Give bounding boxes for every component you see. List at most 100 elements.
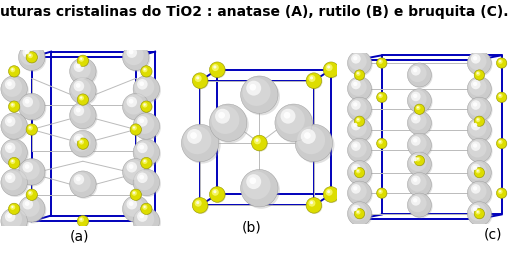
Circle shape [2, 77, 29, 103]
Circle shape [351, 121, 361, 130]
Circle shape [498, 140, 503, 144]
Circle shape [71, 132, 98, 158]
Circle shape [134, 140, 161, 167]
Circle shape [20, 197, 47, 223]
Circle shape [357, 118, 359, 120]
Circle shape [277, 106, 305, 134]
Circle shape [356, 169, 361, 173]
Circle shape [195, 75, 202, 82]
Circle shape [355, 117, 365, 127]
Circle shape [471, 164, 480, 173]
Circle shape [143, 67, 148, 72]
Circle shape [137, 172, 148, 183]
Circle shape [474, 70, 484, 80]
Circle shape [474, 116, 484, 126]
Text: (a): (a) [69, 230, 89, 244]
Circle shape [71, 79, 98, 105]
Circle shape [18, 159, 45, 185]
Circle shape [20, 160, 40, 180]
Circle shape [210, 187, 225, 202]
Circle shape [407, 63, 431, 87]
Circle shape [20, 160, 47, 186]
Circle shape [497, 58, 507, 68]
Circle shape [78, 139, 89, 150]
Circle shape [409, 174, 427, 192]
Circle shape [497, 92, 507, 102]
Circle shape [349, 98, 373, 122]
Circle shape [477, 170, 479, 172]
Circle shape [141, 102, 152, 113]
Circle shape [214, 190, 217, 193]
Circle shape [20, 197, 40, 217]
Circle shape [414, 104, 425, 114]
Circle shape [347, 161, 371, 185]
Circle shape [20, 45, 47, 72]
Circle shape [309, 75, 315, 82]
Circle shape [196, 76, 199, 80]
Circle shape [498, 59, 503, 64]
Circle shape [181, 124, 219, 162]
Circle shape [476, 71, 480, 76]
Circle shape [123, 93, 149, 120]
Circle shape [141, 158, 152, 169]
Circle shape [355, 209, 365, 219]
Circle shape [137, 211, 148, 222]
Circle shape [414, 155, 425, 166]
Circle shape [123, 196, 149, 222]
Circle shape [80, 140, 82, 143]
Circle shape [5, 211, 15, 222]
Circle shape [377, 92, 387, 102]
Circle shape [243, 171, 280, 209]
Circle shape [469, 140, 493, 164]
Circle shape [469, 78, 493, 102]
Circle shape [351, 54, 361, 64]
Circle shape [353, 186, 358, 190]
Circle shape [140, 81, 144, 86]
Circle shape [347, 51, 371, 75]
Circle shape [27, 52, 38, 63]
Circle shape [137, 116, 148, 127]
Text: (c): (c) [484, 227, 502, 241]
Circle shape [141, 203, 152, 214]
Circle shape [77, 138, 88, 149]
Circle shape [254, 137, 261, 144]
Circle shape [218, 112, 225, 119]
Circle shape [324, 188, 340, 203]
Circle shape [416, 157, 421, 161]
Circle shape [127, 97, 137, 107]
Circle shape [210, 63, 226, 78]
Circle shape [497, 189, 507, 199]
Text: uturas cristalinas do TiO2 : anatase (A), rutilo (B) e bruquita (C).: uturas cristalinas do TiO2 : anatase (A)… [0, 5, 508, 19]
Circle shape [469, 98, 493, 122]
Circle shape [134, 209, 154, 229]
Circle shape [409, 153, 433, 177]
Circle shape [377, 58, 387, 69]
Circle shape [79, 139, 84, 144]
Circle shape [77, 94, 88, 105]
Circle shape [76, 108, 81, 113]
Circle shape [476, 118, 480, 122]
Circle shape [378, 93, 383, 98]
Circle shape [140, 214, 144, 218]
Circle shape [355, 70, 365, 81]
Circle shape [7, 81, 12, 86]
Circle shape [353, 166, 358, 170]
Circle shape [71, 132, 91, 152]
Circle shape [297, 126, 325, 154]
Circle shape [349, 52, 373, 76]
Circle shape [183, 126, 221, 164]
Circle shape [378, 189, 383, 194]
Circle shape [10, 67, 15, 72]
Circle shape [143, 102, 148, 107]
Circle shape [134, 77, 161, 103]
Circle shape [144, 103, 146, 106]
Circle shape [477, 211, 479, 213]
Circle shape [124, 45, 144, 65]
Circle shape [2, 114, 22, 134]
Circle shape [243, 78, 280, 115]
Circle shape [354, 167, 365, 178]
Circle shape [413, 138, 417, 143]
Circle shape [133, 192, 135, 194]
Circle shape [11, 206, 13, 208]
Circle shape [413, 157, 417, 161]
